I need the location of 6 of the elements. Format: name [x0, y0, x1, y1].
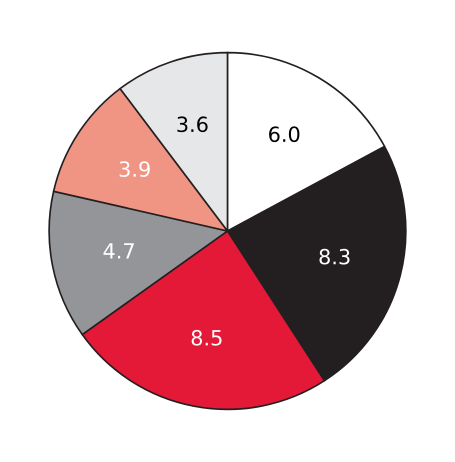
data-label: 8.3 — [319, 248, 350, 265]
data-label: 6.0 — [269, 126, 300, 142]
data-label: 3.9 — [120, 161, 150, 177]
data-label: 3.6 — [177, 116, 208, 132]
data-label: 8.5 — [192, 330, 222, 346]
data-label: 4.7 — [104, 243, 134, 258]
